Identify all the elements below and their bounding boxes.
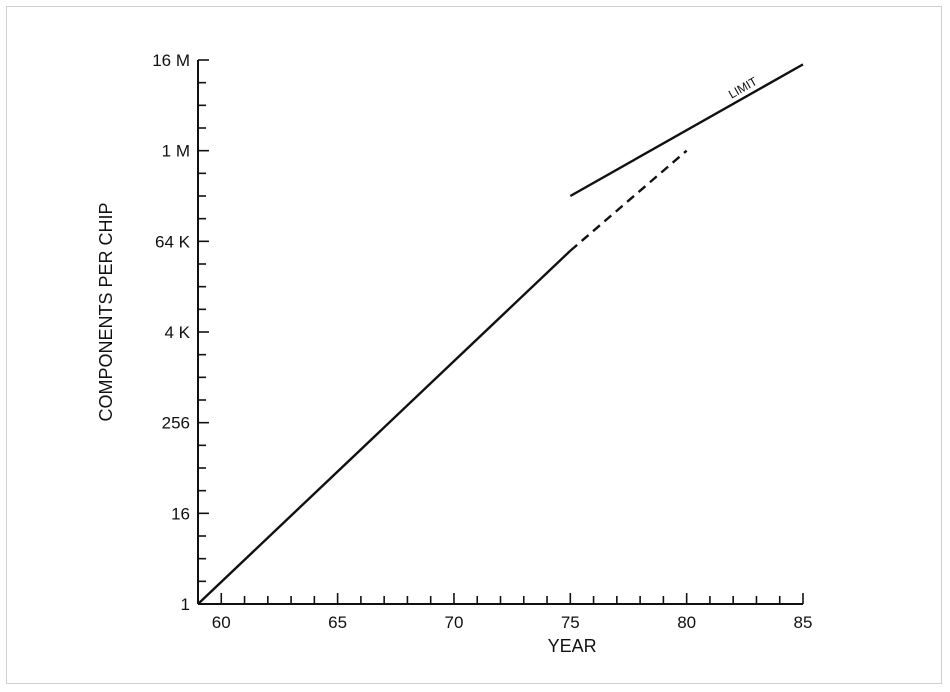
series-line-extrapolated — [569, 149, 688, 252]
y-tick-label: 4 K — [164, 323, 190, 342]
series-line-limit — [569, 63, 804, 198]
y-tick-label: 256 — [162, 414, 190, 433]
y-tick-label: 16 — [171, 504, 190, 523]
y-tick-label: 1 — [181, 595, 190, 614]
x-tick-label: 75 — [561, 613, 580, 632]
axes — [197, 60, 803, 605]
y-tick-label: 64 K — [155, 232, 191, 251]
ticks — [198, 59, 804, 605]
x-tick-label: 60 — [212, 613, 231, 632]
series — [197, 63, 804, 605]
figure-frame — [6, 6, 942, 684]
x-axis-title: YEAR — [548, 636, 597, 656]
y-axis-title: COMPONENTS PER CHIP — [96, 202, 116, 421]
series-line-trend — [197, 249, 572, 605]
y-tick-label: 16 M — [152, 51, 190, 70]
x-tick-label: 80 — [677, 613, 696, 632]
x-tick-label: 85 — [794, 613, 813, 632]
x-tick-label: 65 — [328, 613, 347, 632]
x-tick-label: 70 — [445, 613, 464, 632]
y-tick-label: 1 M — [162, 142, 190, 161]
